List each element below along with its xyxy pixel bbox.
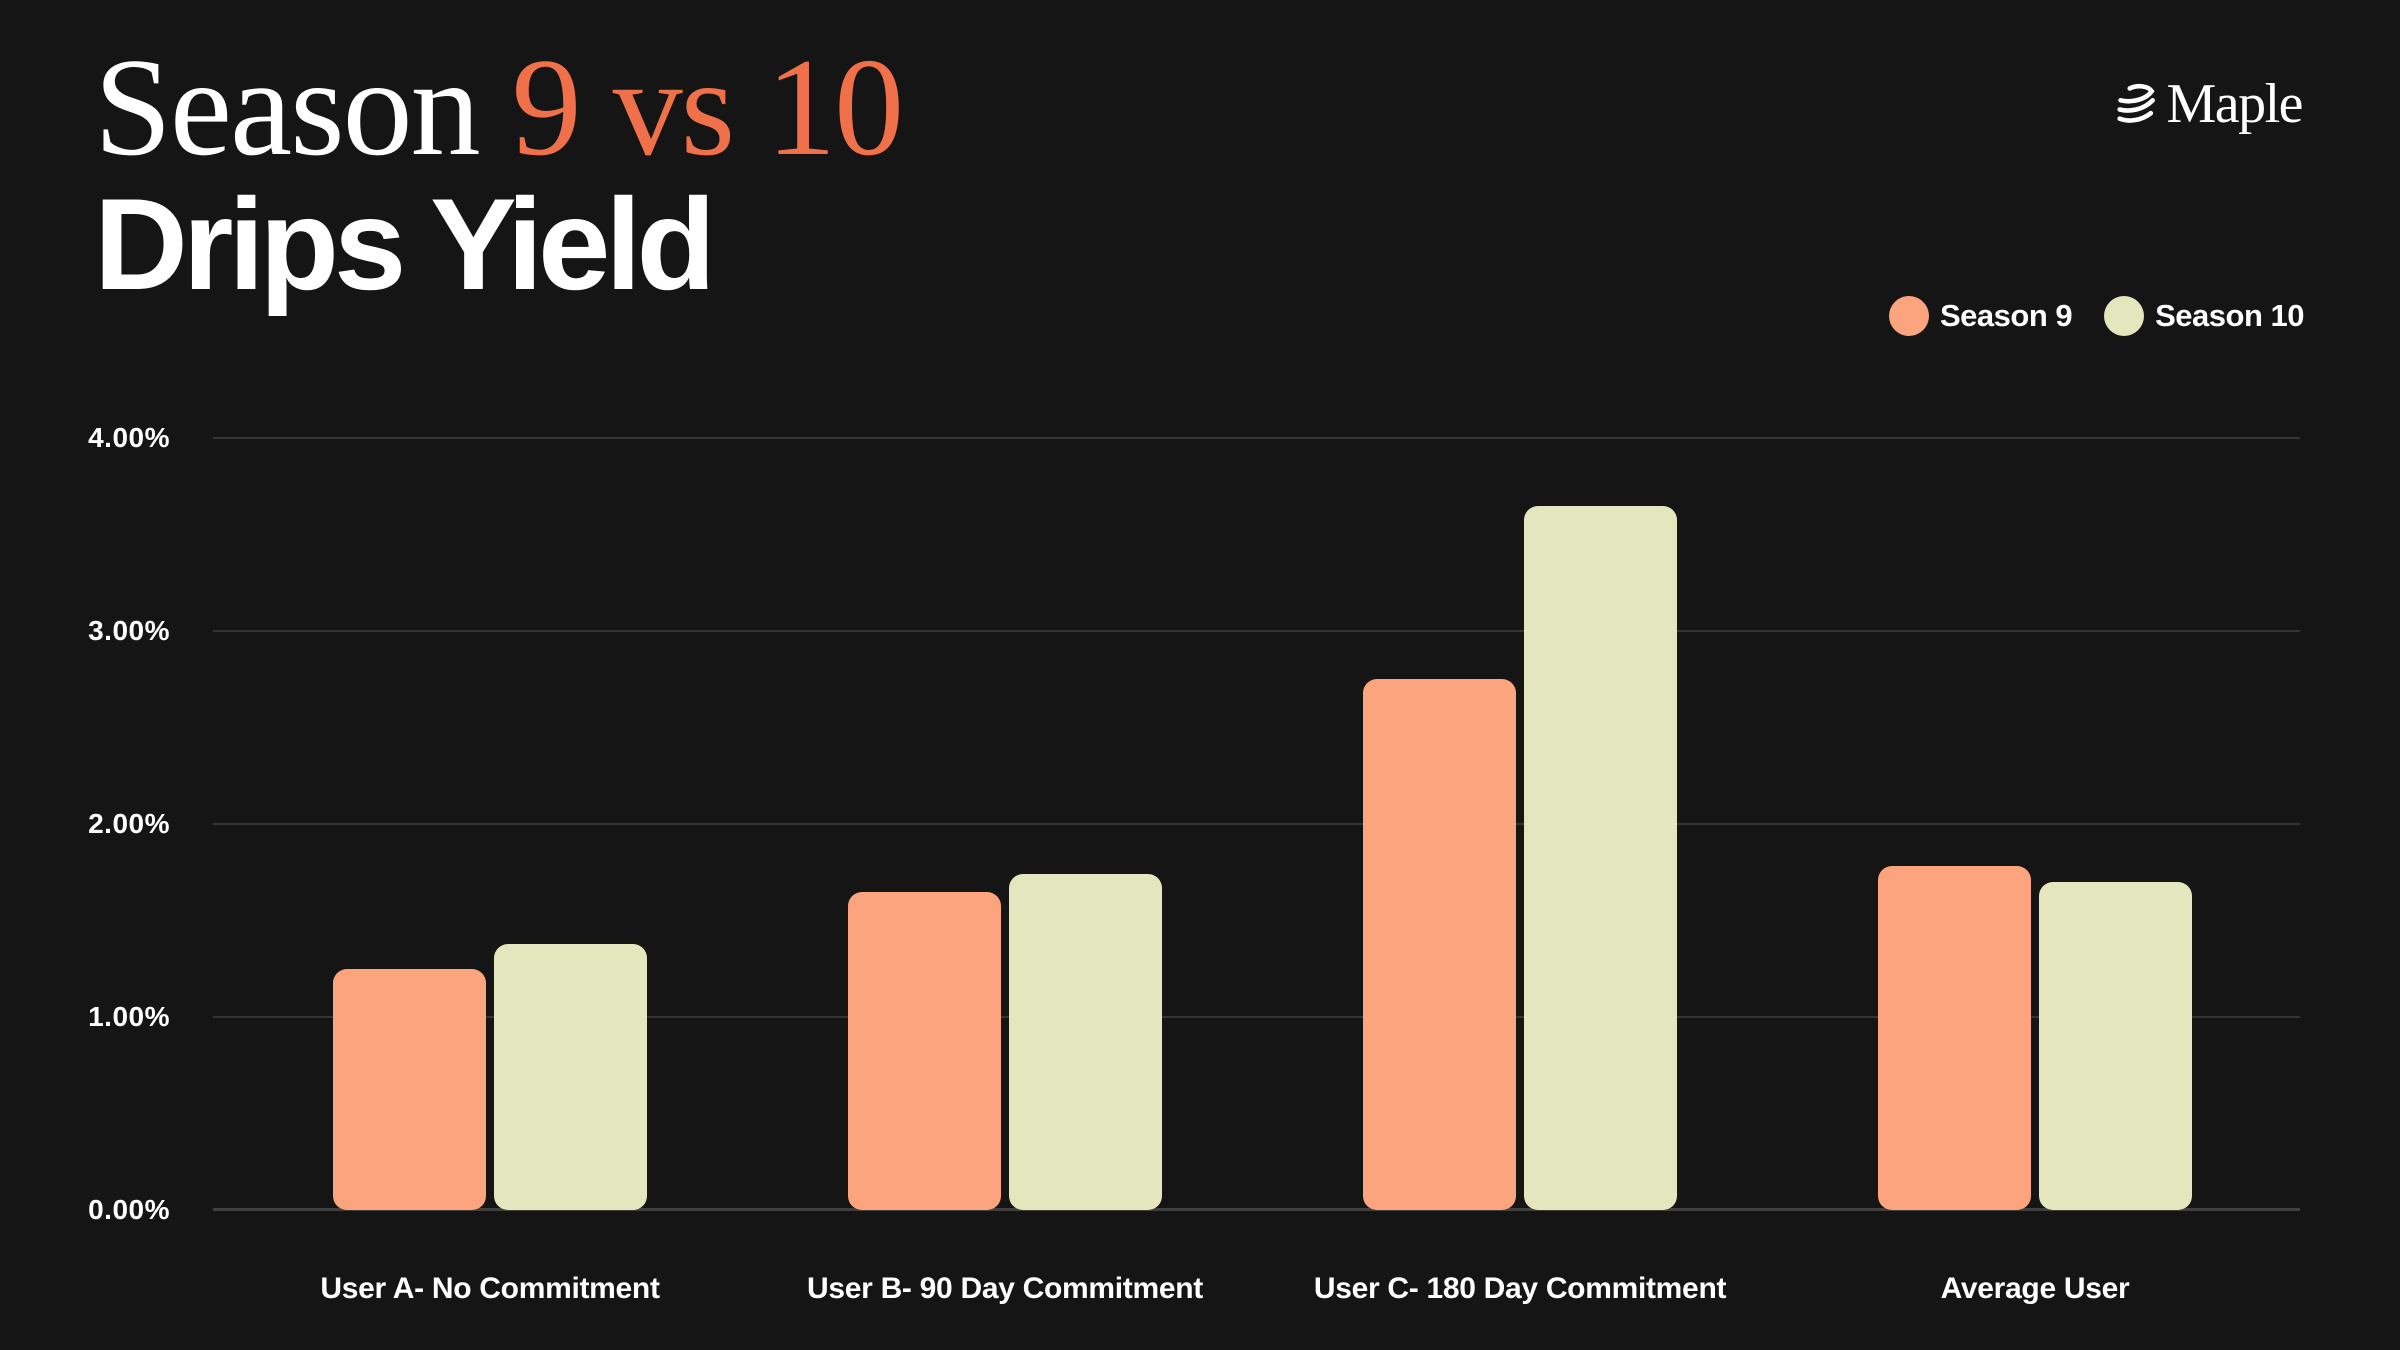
x-axis-label-group-1: User A- No Commitment bbox=[320, 1272, 660, 1305]
legend-swatch-season-10 bbox=[2104, 296, 2145, 336]
title-season-numbers: 9 vs 10 bbox=[511, 30, 904, 185]
bar-season-10-group-2 bbox=[1009, 874, 1162, 1210]
y-tick-label-0.00%: 0.00% bbox=[88, 1194, 170, 1225]
legend-swatch-season-9 bbox=[1889, 296, 1929, 336]
bar-season-9-group-2 bbox=[848, 891, 1001, 1210]
y-tick-label-4.00%: 4.00% bbox=[88, 422, 170, 453]
x-axis-baseline bbox=[213, 1208, 2300, 1211]
gridline-1.00% bbox=[213, 1016, 2300, 1018]
x-axis-label-group-3: User C- 180 Day Commitment bbox=[1313, 1272, 1727, 1305]
legend-item-season-10: Season 10 bbox=[2104, 296, 2304, 336]
x-axis-label-group-4: Average User bbox=[1940, 1272, 2130, 1305]
bar-season-9-group-4 bbox=[1878, 866, 2031, 1210]
gridline-2.00% bbox=[213, 823, 2300, 825]
bar-season-10-group-1 bbox=[494, 943, 647, 1210]
title-season-text: Season bbox=[94, 30, 512, 185]
gridline-4.00% bbox=[213, 437, 2300, 439]
maple-logo-text: Maple bbox=[2166, 73, 2303, 135]
gridline-3.00% bbox=[213, 630, 2300, 632]
legend-label-season-9: Season 9 bbox=[1940, 298, 2073, 333]
x-axis-label-group-2: User B- 90 Day Commitment bbox=[807, 1272, 1203, 1305]
y-tick-label-3.00%: 3.00% bbox=[88, 615, 170, 646]
bar-season-10-group-3 bbox=[1524, 505, 1677, 1210]
bar-season-9-group-3 bbox=[1363, 679, 1516, 1210]
bar-season-10-group-4 bbox=[2039, 881, 2192, 1210]
maple-swirl-icon bbox=[2117, 83, 2156, 123]
legend-label-season-10: Season 10 bbox=[2155, 298, 2304, 333]
bar-season-9-group-1 bbox=[333, 968, 486, 1210]
y-tick-label-2.00%: 2.00% bbox=[88, 808, 170, 839]
maple-logo: Maple bbox=[2116, 73, 2303, 135]
title-line-1: Season 9 vs 10 bbox=[94, 38, 904, 178]
title-line-2: Drips Yield bbox=[94, 171, 716, 317]
legend-item-season-9: Season 9 bbox=[1889, 296, 2073, 336]
page-title: Season 9 vs 10 Drips Yield bbox=[94, 38, 904, 317]
chart-legend: Season 9 Season 10 bbox=[1889, 296, 2304, 336]
y-tick-label-1.00%: 1.00% bbox=[88, 1001, 170, 1032]
